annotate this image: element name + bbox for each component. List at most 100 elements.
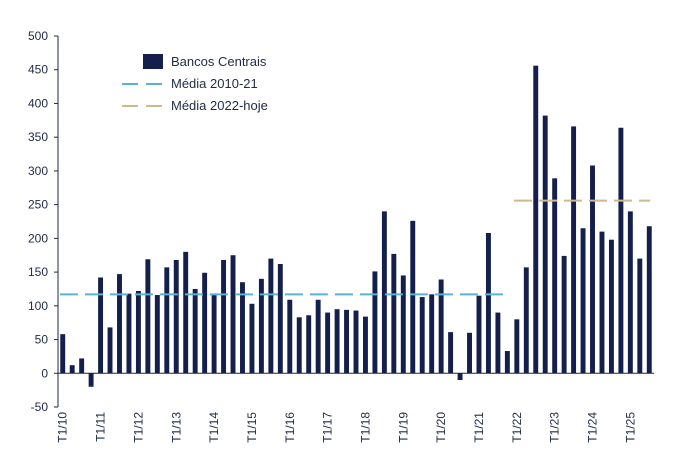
bar <box>410 220 416 374</box>
bar <box>599 231 605 374</box>
x-tick-label: T1/11 <box>94 412 108 442</box>
y-tick-label: 450 <box>28 63 48 77</box>
bar <box>249 303 255 374</box>
x-tick-label: T1/20 <box>434 412 448 443</box>
bar <box>221 259 227 374</box>
bar <box>552 178 558 374</box>
bar <box>126 293 132 374</box>
bar <box>183 251 189 374</box>
y-tick-label: 300 <box>28 164 48 178</box>
y-axis: -50 0 50 100 150 200 250 300 350 400 450 500 <box>28 29 59 414</box>
bar <box>646 226 652 374</box>
legend-label-media-2010-21: Média 2010-21 <box>171 76 258 91</box>
bar <box>334 309 340 374</box>
y-tick-label: 100 <box>28 299 48 313</box>
bar <box>211 294 217 374</box>
x-tick-label: T1/22 <box>510 412 524 443</box>
bar <box>192 288 198 374</box>
x-tick-label: T1/17 <box>321 412 335 443</box>
bar <box>448 332 454 374</box>
bar <box>533 65 539 374</box>
bar <box>419 297 425 374</box>
x-tick-label: T1/14 <box>207 412 221 443</box>
x-tick-label: T1/12 <box>131 412 145 443</box>
y-tick-label: 200 <box>28 231 48 245</box>
bar <box>98 277 104 374</box>
y-tick-label: 0 <box>41 366 48 380</box>
bar <box>88 373 94 387</box>
bar <box>363 316 368 374</box>
bar <box>372 271 378 374</box>
x-tick-label: T1/23 <box>548 412 562 443</box>
x-tick-label: T1/25 <box>623 412 637 443</box>
bar <box>69 365 75 374</box>
bar <box>495 312 501 374</box>
bar <box>571 126 577 374</box>
y-tick-label: 150 <box>28 265 48 279</box>
bar <box>353 310 359 374</box>
y-tick-label: 500 <box>28 29 48 43</box>
bar <box>202 272 208 374</box>
x-tick-label: T1/13 <box>169 412 183 443</box>
x-tick-label: T1/18 <box>358 412 372 443</box>
bar <box>542 115 548 374</box>
bar <box>391 253 397 374</box>
bar <box>145 259 151 374</box>
bar <box>514 319 520 374</box>
x-tick-label: T1/16 <box>283 412 297 443</box>
bar <box>467 332 472 374</box>
bar <box>258 278 264 374</box>
bar <box>240 282 245 374</box>
x-tick-label: T1/15 <box>245 412 259 443</box>
y-tick-label: 50 <box>35 333 49 347</box>
bar <box>173 259 179 374</box>
y-tick-label: 250 <box>28 198 48 212</box>
bar <box>230 255 236 374</box>
bar <box>117 274 122 374</box>
bar <box>296 317 302 374</box>
reference-lines <box>59 199 651 296</box>
x-tick-label: T1/21 <box>472 412 486 443</box>
bar <box>60 334 66 374</box>
bar <box>590 165 595 374</box>
y-tick-label: 400 <box>28 96 48 110</box>
bar <box>154 295 160 374</box>
y-tick-label: -50 <box>31 400 49 414</box>
y-tick-label: 350 <box>28 130 48 144</box>
bar <box>277 264 283 374</box>
bar <box>79 358 85 374</box>
legend-label-media-2022-hoje: Média 2022-hoje <box>171 98 268 113</box>
bar <box>381 211 387 374</box>
bar <box>315 299 321 374</box>
bar <box>457 373 463 381</box>
bar <box>608 239 614 374</box>
legend-swatch-bancos-centrais <box>143 54 163 69</box>
x-tick-label: T1/24 <box>586 412 600 443</box>
bar <box>523 267 529 374</box>
x-tick-label: T1/10 <box>56 412 70 443</box>
bar <box>344 309 349 374</box>
bar <box>429 294 435 374</box>
bar <box>306 315 312 374</box>
bar <box>268 258 274 374</box>
bar <box>325 312 331 374</box>
bar <box>476 295 482 374</box>
bar <box>135 290 141 374</box>
bar <box>107 327 113 374</box>
x-axis: T1/10 T1/11 T1/12 T1/13 T1/14 T1/15 T1/16 T1/17… <box>56 372 654 443</box>
legend: Bancos Centrais Média 2010-21 Média 2022… <box>122 54 268 113</box>
bar <box>627 211 633 374</box>
bar <box>504 351 510 374</box>
bar <box>580 228 586 374</box>
legend-label-bancos-centrais: Bancos Centrais <box>171 54 267 69</box>
bar <box>287 299 293 374</box>
bar <box>485 232 491 374</box>
bar <box>164 267 170 374</box>
bar <box>561 255 567 374</box>
bar <box>400 275 406 374</box>
bar <box>618 127 624 374</box>
bar <box>637 258 643 374</box>
bar <box>438 279 444 374</box>
